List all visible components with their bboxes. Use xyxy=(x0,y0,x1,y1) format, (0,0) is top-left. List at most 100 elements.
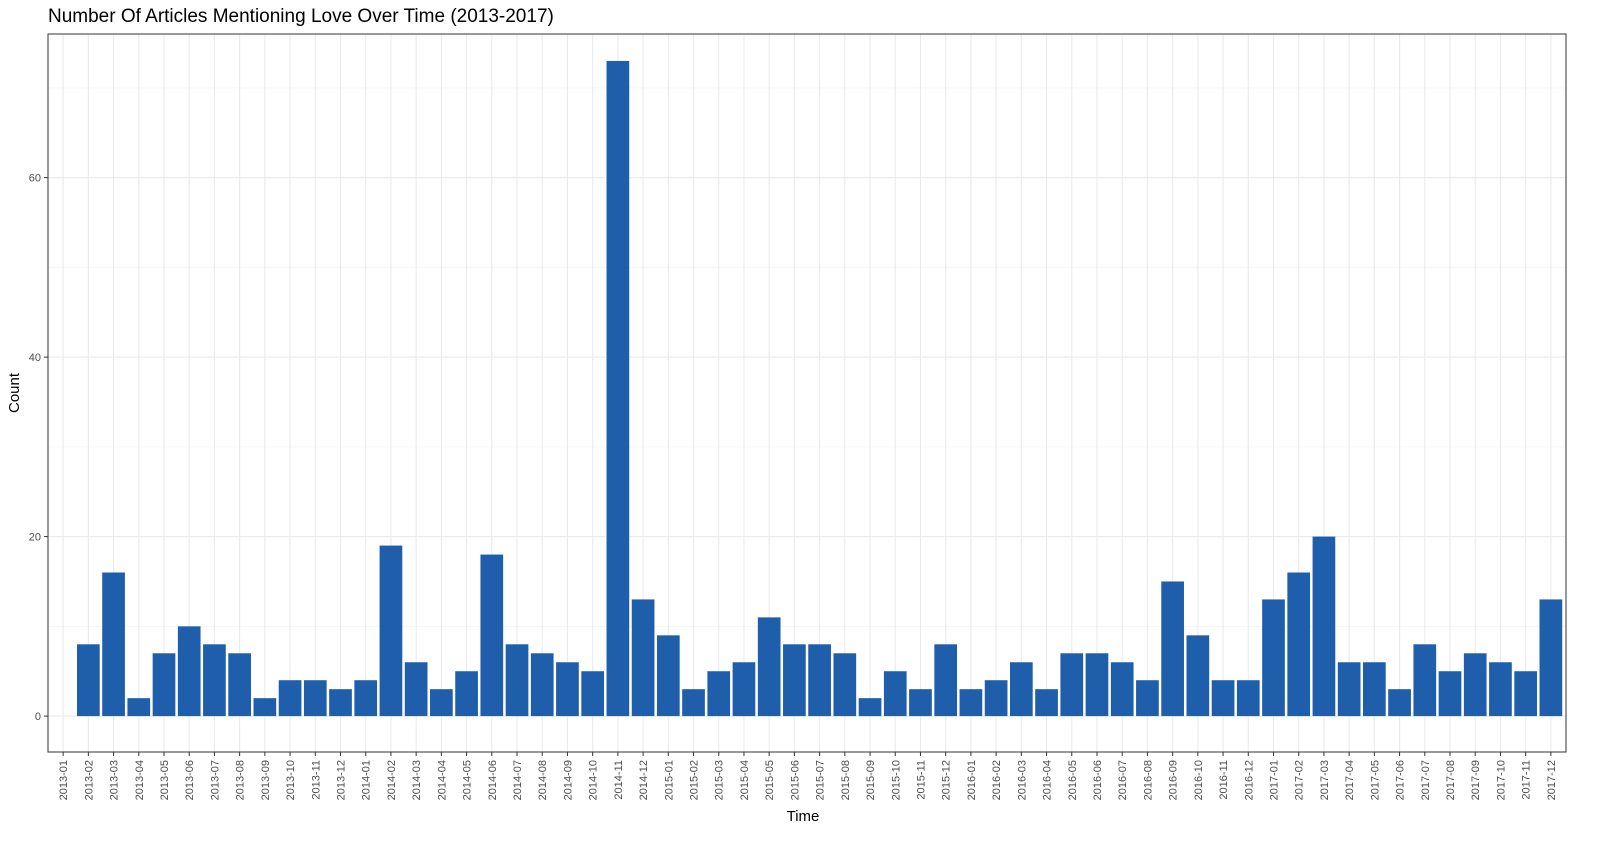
bar xyxy=(505,644,529,717)
x-tick-label: 2016-06 xyxy=(1092,760,1104,800)
x-tick-label: 2015-04 xyxy=(739,760,751,800)
x-tick-label: 2017-03 xyxy=(1319,760,1331,800)
y-axis-title: Count xyxy=(6,372,23,413)
x-tick-label: 2014-04 xyxy=(436,760,448,800)
x-tick-label: 2016-10 xyxy=(1193,760,1205,800)
bar xyxy=(808,644,831,717)
bar xyxy=(556,662,579,717)
x-tick-label: 2017-04 xyxy=(1344,760,1356,800)
bar xyxy=(1539,599,1563,717)
chart-title: Number Of Articles Mentioning Love Over … xyxy=(48,6,554,27)
bar xyxy=(530,653,554,717)
x-tick-label: 2013-02 xyxy=(83,760,95,800)
x-tick-label: 2013-05 xyxy=(159,760,171,800)
bar xyxy=(757,617,781,717)
x-tick-label: 2017-01 xyxy=(1268,760,1280,800)
plot-panel xyxy=(47,33,1567,753)
x-tick-label: 2014-03 xyxy=(411,760,423,800)
bar xyxy=(833,653,857,717)
x-tick-label: 2013-07 xyxy=(209,760,221,800)
bar xyxy=(102,572,125,717)
bar xyxy=(1161,581,1184,717)
x-tick-label: 2016-08 xyxy=(1142,760,1154,800)
x-tick-label: 2013-01 xyxy=(58,760,70,800)
y-tick-label: 0 xyxy=(35,711,41,723)
x-axis-title: Time xyxy=(787,808,820,825)
bar xyxy=(1009,662,1033,717)
bar xyxy=(1463,653,1487,717)
x-tick-label: 2014-02 xyxy=(386,760,398,800)
bar xyxy=(1085,653,1109,717)
x-tick-label: 2015-10 xyxy=(890,760,902,800)
x-tick-label: 2016-12 xyxy=(1243,760,1255,800)
x-tick-label: 2017-02 xyxy=(1294,760,1306,800)
x-tick-label: 2017-12 xyxy=(1546,760,1558,800)
x-tick-label: 2013-04 xyxy=(134,760,146,800)
x-tick-label: 2013-10 xyxy=(285,760,297,800)
bar xyxy=(480,554,504,717)
x-tick-label: 2015-11 xyxy=(915,760,927,800)
bar xyxy=(278,680,302,717)
bar xyxy=(1236,680,1260,717)
bar xyxy=(303,680,327,717)
bar xyxy=(354,680,378,717)
y-tick-label: 40 xyxy=(29,352,41,364)
x-tick-label: 2016-05 xyxy=(1067,760,1079,800)
x-tick-label: 2017-08 xyxy=(1445,760,1457,800)
x-tick-label: 2014-09 xyxy=(562,760,574,800)
x-tick-label: 2014-10 xyxy=(588,760,600,800)
x-tick-label: 2016-03 xyxy=(1016,760,1028,800)
x-tick-label: 2014-06 xyxy=(487,760,499,800)
x-tick-label: 2013-11 xyxy=(310,760,322,800)
x-tick-label: 2014-01 xyxy=(361,760,373,800)
bar xyxy=(783,644,806,717)
y-tick-label: 20 xyxy=(29,532,41,544)
bar xyxy=(682,689,705,717)
bar xyxy=(1136,680,1159,717)
bar xyxy=(1514,671,1538,717)
bar xyxy=(177,626,201,717)
x-tick-label: 2016-04 xyxy=(1042,760,1054,800)
x-tick-label: 2015-07 xyxy=(815,760,827,800)
x-tick-label: 2014-07 xyxy=(512,760,524,800)
bar xyxy=(430,689,453,717)
x-tick-label: 2016-11 xyxy=(1218,760,1230,800)
bar xyxy=(1363,662,1386,717)
x-tick-label: 2015-08 xyxy=(840,760,852,800)
x-tick-label: 2017-11 xyxy=(1521,760,1533,800)
x-tick-label: 2016-01 xyxy=(966,760,978,800)
bar xyxy=(1388,689,1411,717)
bar xyxy=(1287,572,1311,717)
bar xyxy=(984,680,1008,717)
x-tick-label: 2016-09 xyxy=(1168,760,1180,800)
bar xyxy=(606,60,630,717)
x-tick-label: 2013-08 xyxy=(235,760,247,800)
x-tick-label: 2015-05 xyxy=(764,760,776,800)
bar xyxy=(1060,653,1084,717)
bar xyxy=(1312,536,1336,717)
bar xyxy=(959,689,983,717)
x-tick-label: 2017-07 xyxy=(1420,760,1432,800)
bar xyxy=(1186,635,1210,717)
bar xyxy=(934,644,958,717)
bar xyxy=(203,644,226,717)
bar xyxy=(1438,671,1462,717)
bar xyxy=(127,698,151,717)
bar xyxy=(707,671,731,717)
bar xyxy=(1337,662,1361,717)
bar xyxy=(858,698,882,717)
x-tick-label: 2016-07 xyxy=(1117,760,1129,800)
x-tick-label: 2015-03 xyxy=(714,760,726,800)
bar xyxy=(656,635,680,717)
bar xyxy=(732,662,756,717)
x-tick-label: 2014-12 xyxy=(638,760,650,800)
bar xyxy=(909,689,932,717)
x-tick-label: 2013-03 xyxy=(109,760,121,800)
bar xyxy=(152,653,176,717)
bar xyxy=(883,671,907,717)
x-tick-label: 2017-06 xyxy=(1395,760,1407,800)
x-tick-label: 2017-05 xyxy=(1369,760,1381,800)
x-tick-label: 2014-08 xyxy=(537,760,549,800)
bars xyxy=(76,60,1563,717)
